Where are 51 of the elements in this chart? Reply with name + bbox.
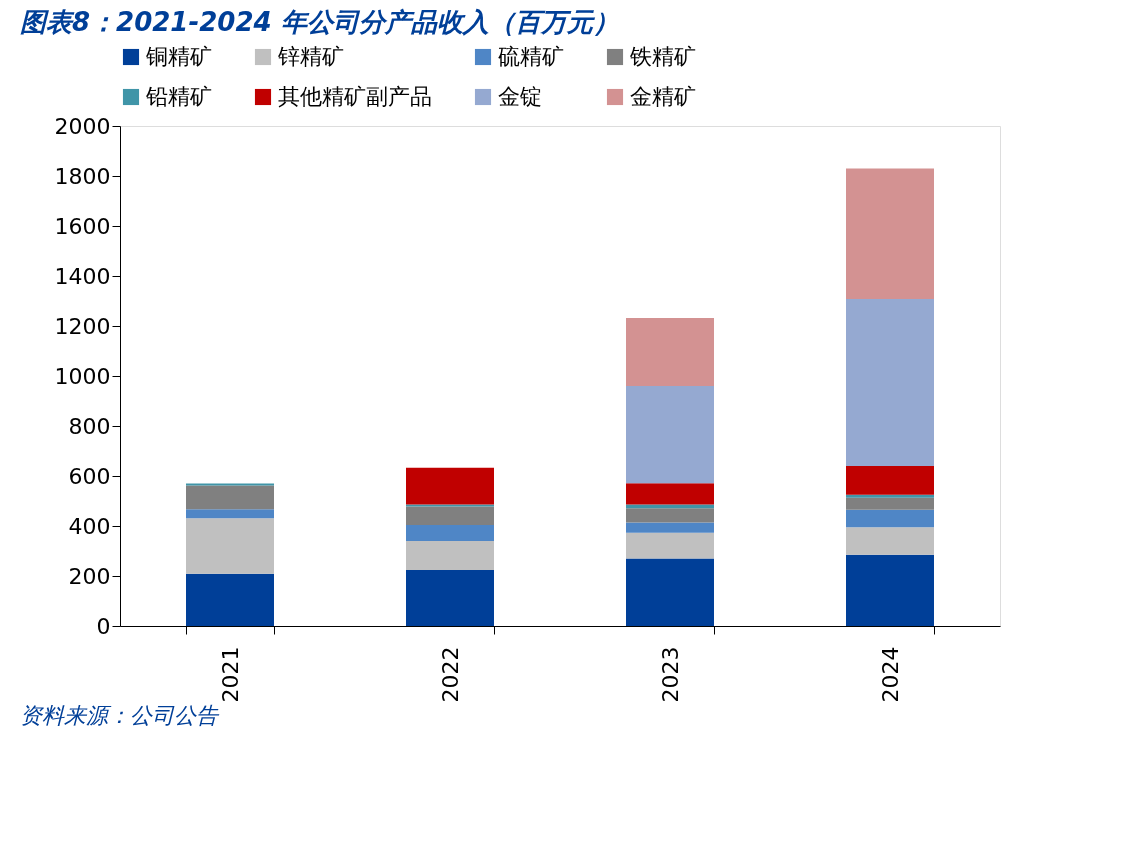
legend-label: 其他精矿副产品 [278, 84, 432, 109]
text: 资料来源：公司公告 [20, 703, 220, 728]
bar [846, 509, 934, 528]
y-tick-label: 2000 [54, 113, 111, 139]
bar [846, 497, 934, 510]
bar [186, 509, 274, 519]
x-tick-label: 2021 [217, 646, 243, 703]
bar [186, 518, 274, 574]
y-tick-label: 400 [68, 513, 111, 539]
bar [626, 508, 714, 523]
y-tick-label: 1000 [54, 363, 111, 389]
bar [406, 467, 494, 505]
bar [186, 483, 274, 486]
bar [626, 483, 714, 505]
y-tick-label: 800 [68, 413, 111, 439]
bar [846, 494, 934, 498]
y-tick-label: 1200 [54, 313, 111, 339]
bar [186, 485, 274, 510]
bar [626, 386, 714, 484]
y-tick-label: 1600 [54, 213, 111, 239]
legend-label: 铁精矿 [629, 44, 696, 69]
bar [626, 532, 714, 559]
chart-title: 图表8：2021-2024 年公司分产品收入（百万元） [20, 7, 619, 37]
y-tick-label: 0 [96, 613, 111, 639]
y-tick-label: 1800 [54, 163, 111, 189]
bar [406, 541, 494, 570]
bar [846, 466, 934, 495]
y-tick-label: 200 [68, 563, 111, 589]
bar [406, 504, 494, 507]
bar [846, 168, 934, 299]
bar [626, 558, 714, 626]
y-tick-label: 1400 [54, 263, 111, 289]
bar [186, 573, 274, 626]
bar [406, 570, 494, 626]
bar [626, 318, 714, 386]
x-tick-label: 2022 [437, 646, 463, 703]
x-tick-label: 2024 [877, 646, 903, 703]
legend-label: 金锭 [498, 84, 542, 109]
bar [846, 299, 934, 466]
x-tick-label: 2023 [657, 646, 683, 703]
y-tick-label: 600 [68, 463, 111, 489]
legend-label: 铜精矿 [145, 44, 212, 69]
bar [406, 506, 494, 525]
bar [626, 522, 714, 533]
legend-label: 铅精矿 [145, 84, 212, 109]
legend-label: 锌精矿 [277, 44, 344, 69]
legend-label: 金精矿 [630, 84, 696, 109]
bar [406, 525, 494, 541]
bar [846, 554, 934, 626]
bar [846, 527, 934, 555]
legend-label: 硫精矿 [498, 44, 564, 69]
